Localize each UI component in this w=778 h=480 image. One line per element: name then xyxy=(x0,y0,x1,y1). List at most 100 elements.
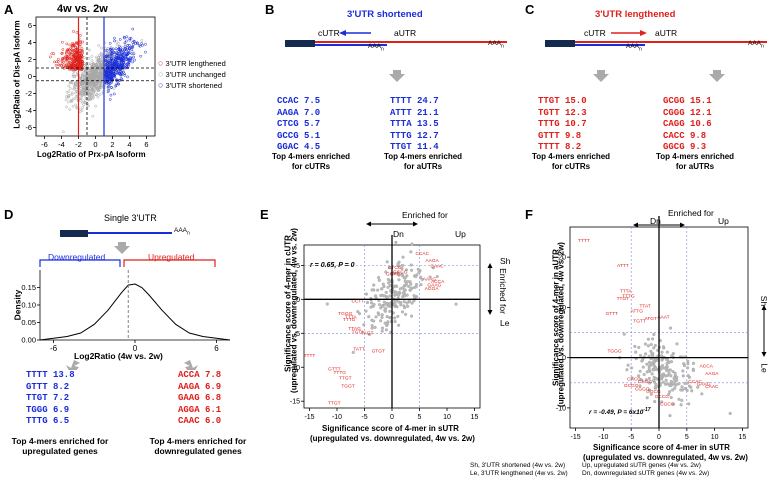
point-unchanged xyxy=(98,53,101,57)
point-shortened xyxy=(127,49,130,52)
point-shortened xyxy=(123,41,127,45)
point-lengthened xyxy=(72,60,76,64)
point-unchanged xyxy=(74,103,78,107)
point-lengthened xyxy=(71,57,74,61)
panel-d-caption-right: Top 4-mers enriched for downregulated ge… xyxy=(149,436,247,456)
panel-c-right-list: GCGG 15.1 CGGG 12.1 CAGG 10.6 CACC 9.8 GGCG … xyxy=(663,96,712,154)
y-tick-label: 4 xyxy=(28,38,32,47)
y-tick-label: 2 xyxy=(28,55,32,64)
point-shortened xyxy=(115,59,119,63)
panel-b-gene-diagram xyxy=(285,30,507,82)
point-shortened xyxy=(104,70,108,73)
point-unchanged xyxy=(87,71,91,74)
panel-d-up-label: Upregulated xyxy=(148,252,195,262)
point-unchanged xyxy=(67,100,70,104)
point-lengthened xyxy=(81,51,85,55)
point-unchanged xyxy=(87,48,91,52)
kmer-point xyxy=(675,382,679,386)
point-lengthened xyxy=(61,64,65,68)
kmer-point xyxy=(367,332,371,336)
point-unchanged xyxy=(71,74,75,78)
kmer-row: TTTT 24.7 xyxy=(390,96,439,106)
point-shortened xyxy=(126,75,129,79)
point-shortened xyxy=(110,57,114,61)
panel-f-stat: r = -0.49, P = 6x10-17 xyxy=(589,407,651,417)
point-unchanged xyxy=(96,88,99,91)
point-shortened xyxy=(121,55,125,59)
point-unchanged xyxy=(99,75,102,79)
point-unchanged xyxy=(92,62,95,65)
kmer-point xyxy=(409,250,413,254)
point-lengthened xyxy=(64,59,68,63)
point-shortened xyxy=(120,71,123,74)
point-unchanged xyxy=(83,93,87,97)
kmer-point xyxy=(687,402,691,406)
dir-arrowhead-down xyxy=(761,352,767,357)
point-lengthened xyxy=(64,57,68,60)
point-shortened xyxy=(133,58,137,62)
point-unchanged xyxy=(79,96,83,99)
kmer-row: GTTT 9.8 xyxy=(538,130,582,141)
kmer-point xyxy=(665,350,669,354)
kmer-row: TTTA 13.5 xyxy=(390,119,439,129)
panel-b-caption-left: Top 4-mers enriched for cUTRs xyxy=(271,152,351,171)
point-shortened xyxy=(131,60,135,64)
point-lengthened xyxy=(61,48,65,51)
point-shortened xyxy=(128,37,132,40)
point-unchanged xyxy=(61,130,65,134)
kmer-point xyxy=(668,414,672,418)
point-unchanged xyxy=(87,88,91,92)
kmer-point xyxy=(664,378,668,382)
point-shortened xyxy=(108,82,112,86)
x-tick-label: -6 xyxy=(50,344,58,353)
point-lengthened xyxy=(78,43,82,46)
kmer-point xyxy=(668,368,672,372)
kmer-row: TTTG 12.7 xyxy=(390,130,439,141)
kmer-point xyxy=(654,382,658,386)
kmer-label: CACC xyxy=(627,376,641,382)
kmer-point xyxy=(638,353,643,358)
point-lengthened xyxy=(68,53,72,56)
point-unchanged xyxy=(80,109,84,112)
point-shortened xyxy=(117,47,121,51)
point-lengthened xyxy=(54,63,58,67)
point-unchanged xyxy=(96,95,100,99)
point-lengthened xyxy=(71,48,75,52)
x-tick-label: -15 xyxy=(571,434,581,441)
point-lengthened xyxy=(72,57,76,61)
y-tick-label: 0 xyxy=(28,72,32,81)
kmer-row: CACC 9.8 xyxy=(663,130,707,141)
point-shortened xyxy=(123,45,127,48)
point-shortened xyxy=(108,55,112,59)
point-unchanged xyxy=(82,103,86,106)
point-unchanged xyxy=(83,69,87,73)
panel-d-caption-left: Top 4-mers enriched for upregulated gene… xyxy=(11,436,109,456)
point-unchanged xyxy=(73,75,77,78)
kmer-point xyxy=(431,266,435,270)
point-unchanged xyxy=(140,39,144,42)
point-lengthened xyxy=(70,51,74,55)
panel-a-scatter: -6 -4 -2 0 2 4 6 6 4 2 0 -2 -4 -6 xyxy=(25,16,156,149)
kmer-point xyxy=(700,392,704,396)
kmer-point xyxy=(409,314,414,318)
kmer-point xyxy=(662,372,666,376)
kmer-point xyxy=(388,309,392,313)
kmer-point xyxy=(645,362,649,366)
kmer-point xyxy=(681,374,685,378)
point-shortened xyxy=(113,51,116,55)
point-unchanged xyxy=(96,59,100,63)
point-shortened xyxy=(117,82,121,86)
point-shortened xyxy=(109,47,112,51)
kmer-row: TTGT 15.0 xyxy=(538,96,587,106)
panel-c-gene-diagram xyxy=(545,30,767,82)
point-unchanged xyxy=(75,94,78,98)
panel-f-dn: Dn xyxy=(650,216,661,226)
point-unchanged xyxy=(67,90,71,94)
point-unchanged xyxy=(79,99,82,102)
point-unchanged xyxy=(92,84,95,88)
point-unchanged xyxy=(74,91,77,95)
point-shortened xyxy=(112,72,116,75)
panel-f-enriched: Enriched for xyxy=(668,208,714,218)
point-shortened xyxy=(115,71,119,74)
